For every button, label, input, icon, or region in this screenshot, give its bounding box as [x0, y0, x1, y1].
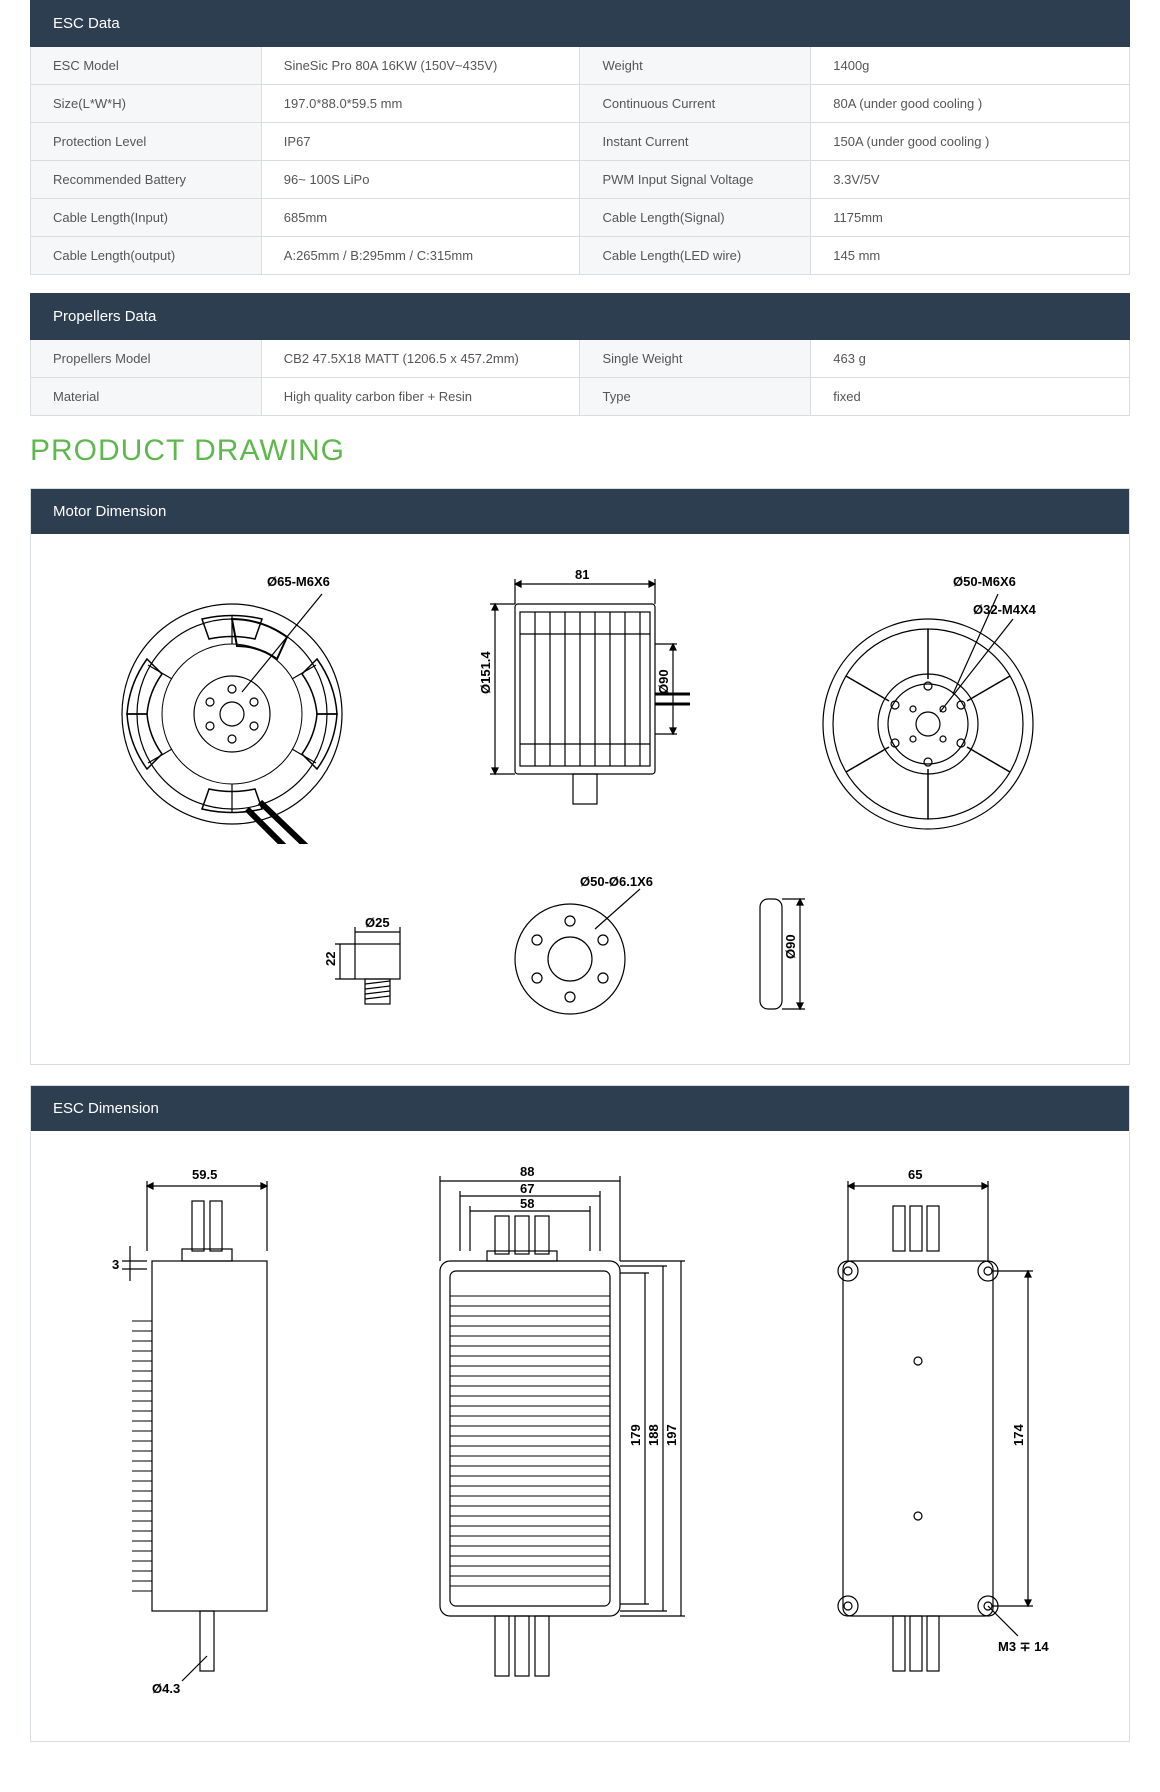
cell-value: SineSic Pro 80A 16KW (150V~435V) [261, 47, 580, 85]
esc-dim-header: ESC Dimension [31, 1086, 1129, 1131]
table-row: Recommended Battery96~ 100S LiPoPWM Inpu… [31, 161, 1130, 199]
dim-h22: 22 [323, 952, 338, 966]
motor-plate-view: Ø50-Ø6.1X6 [490, 874, 670, 1024]
motor-side-view: 81 Ø151.4 Ø90 [465, 564, 695, 844]
dim-w88: 88 [520, 1164, 534, 1179]
cell-label: Cable Length(output) [31, 237, 262, 275]
dim-m3: M3 ∓ 14 [998, 1639, 1049, 1654]
cell-label: Continuous Current [580, 85, 811, 123]
cell-value: 1175mm [811, 199, 1130, 237]
dim-d90b: Ø90 [783, 934, 798, 959]
cell-label: Type [580, 378, 811, 416]
motor-dim-header: Motor Dimension [31, 489, 1129, 534]
cell-value: 80A (under good cooling ) [811, 85, 1130, 123]
dim-d50-61: Ø50-Ø6.1X6 [580, 874, 653, 889]
cell-value: 685mm [261, 199, 580, 237]
cell-label: Cable Length(Signal) [580, 199, 811, 237]
motor-shaft-view: Ø25 22 [320, 914, 430, 1024]
dim-w65: 65 [908, 1167, 922, 1182]
esc-dimension-panel: ESC Dimension [30, 1085, 1130, 1742]
cell-value: fixed [811, 378, 1130, 416]
table-row: Cable Length(Input)685mmCable Length(Sig… [31, 199, 1130, 237]
cell-value: IP67 [261, 123, 580, 161]
cell-value: High quality carbon fiber + Resin [261, 378, 580, 416]
esc-header: ESC Data [31, 1, 1130, 47]
cell-value: 150A (under good cooling ) [811, 123, 1130, 161]
table-row: Propellers ModelCB2 47.5X18 MATT (1206.5… [31, 340, 1130, 378]
cell-label: Cable Length(Input) [31, 199, 262, 237]
motor-front-view: Ø65-M6X6 [92, 564, 372, 844]
table-row: Size(L*W*H)197.0*88.0*59.5 mmContinuous … [31, 85, 1130, 123]
dim-w81: 81 [575, 567, 589, 582]
motor-sideplate-view: Ø90 [730, 874, 840, 1024]
cell-label: Weight [580, 47, 811, 85]
esc-front-view: 88 67 58 179 188 197 [395, 1161, 715, 1701]
cell-value: 96~ 100S LiPo [261, 161, 580, 199]
prop-data-table: Propellers Data Propellers ModelCB2 47.5… [30, 293, 1130, 416]
dim-h179: 179 [628, 1424, 643, 1446]
dim-d25: Ø25 [365, 915, 390, 930]
cell-label: Recommended Battery [31, 161, 262, 199]
motor-dimension-panel: Motor Dimension [30, 488, 1130, 1065]
cell-value: CB2 47.5X18 MATT (1206.5 x 457.2mm) [261, 340, 580, 378]
cell-label: ESC Model [31, 47, 262, 85]
cell-label: Size(L*W*H) [31, 85, 262, 123]
dim-w58: 58 [520, 1196, 534, 1211]
dim-d32m4: Ø32-M4X4 [973, 602, 1037, 617]
cell-value: 145 mm [811, 237, 1130, 275]
motor-rear-view: Ø50-M6X6 Ø32-M4X4 [788, 564, 1068, 844]
cell-label: Protection Level [31, 123, 262, 161]
cell-value: A:265mm / B:295mm / C:315mm [261, 237, 580, 275]
cell-label: Cable Length(LED wire) [580, 237, 811, 275]
dim-h188: 188 [646, 1424, 661, 1446]
cell-label: Propellers Model [31, 340, 262, 378]
cell-label: Single Weight [580, 340, 811, 378]
cell-label: Instant Current [580, 123, 811, 161]
esc-rows: ESC ModelSineSic Pro 80A 16KW (150V~435V… [31, 47, 1130, 275]
dim-d151: Ø151.4 [478, 651, 493, 694]
table-row: MaterialHigh quality carbon fiber + Resi… [31, 378, 1130, 416]
cell-label: PWM Input Signal Voltage [580, 161, 811, 199]
dim-w595: 59.5 [192, 1167, 217, 1182]
prop-header: Propellers Data [31, 294, 1130, 340]
dim-d43: Ø4.3 [152, 1681, 180, 1696]
prop-rows: Propellers ModelCB2 47.5X18 MATT (1206.5… [31, 340, 1130, 416]
product-drawing-title: PRODUCT DRAWING [30, 434, 1130, 468]
dim-h3: 3 [112, 1257, 119, 1272]
cell-label: Material [31, 378, 262, 416]
dim-h174: 174 [1011, 1424, 1026, 1446]
dim-h197: 197 [664, 1424, 679, 1446]
dim-d90: Ø90 [656, 669, 671, 694]
cell-value: 1400g [811, 47, 1130, 85]
cell-value: 197.0*88.0*59.5 mm [261, 85, 580, 123]
table-row: Protection LevelIP67Instant Current150A … [31, 123, 1130, 161]
esc-side-view: 59.5 3 Ø4.3 [82, 1161, 312, 1701]
dim-d65: Ø65-M6X6 [267, 574, 330, 589]
table-row: Cable Length(output)A:265mm / B:295mm / … [31, 237, 1130, 275]
dim-d50m6: Ø50-M6X6 [953, 574, 1016, 589]
esc-data-table: ESC Data ESC ModelSineSic Pro 80A 16KW (… [30, 0, 1130, 275]
esc-back-view: 65 174 M3 ∓ 14 [798, 1161, 1078, 1701]
table-row: ESC ModelSineSic Pro 80A 16KW (150V~435V… [31, 47, 1130, 85]
cell-value: 3.3V/5V [811, 161, 1130, 199]
cell-value: 463 g [811, 340, 1130, 378]
dim-w67: 67 [520, 1181, 534, 1196]
